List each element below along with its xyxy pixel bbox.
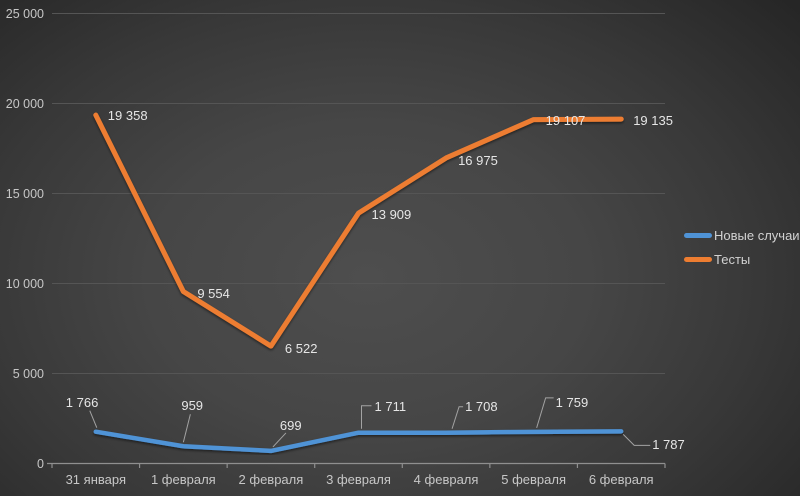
- label-leader-line: [89, 410, 98, 428]
- legend-label-new-cases: Новые случаи: [714, 228, 800, 243]
- legend-marker-tests: [684, 257, 712, 262]
- legend-marker-new-cases: [684, 233, 712, 238]
- series-line-new-cases[interactable]: [93, 429, 624, 454]
- legend: Новые случаи Тесты: [684, 228, 800, 267]
- label-leader-line: [361, 405, 372, 429]
- label-leader-line: [536, 397, 554, 428]
- label-leader-line: [272, 432, 287, 448]
- legend-item-tests[interactable]: Тесты: [684, 252, 800, 267]
- label-leader-line: [182, 414, 191, 443]
- label-leader-line: [622, 433, 651, 446]
- label-leader-line: [451, 406, 464, 429]
- series-line-tests[interactable]: [93, 112, 624, 349]
- legend-item-new-cases[interactable]: Новые случаи: [684, 228, 800, 243]
- legend-label-tests: Тесты: [714, 252, 751, 267]
